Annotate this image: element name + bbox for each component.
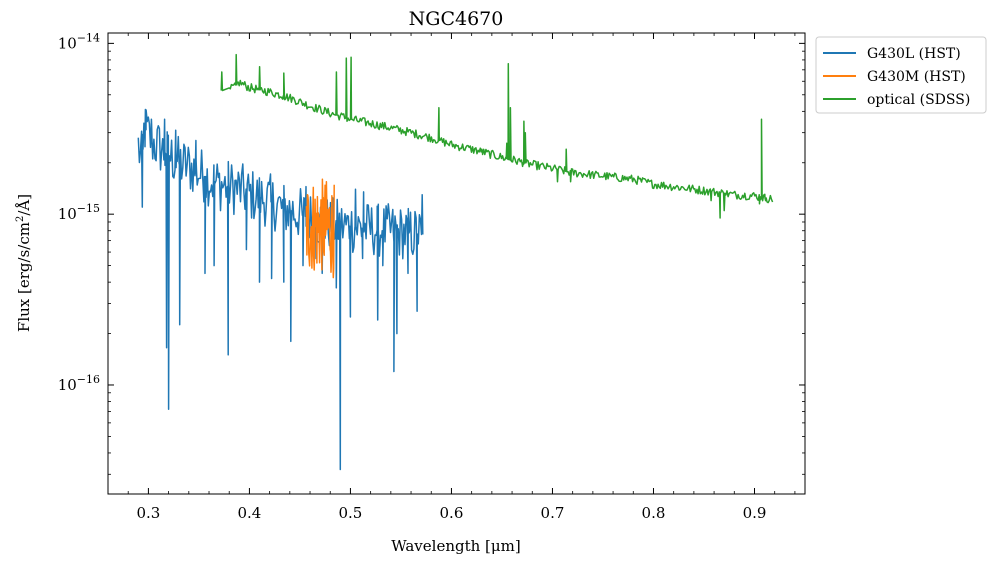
x-tick-label: 0.5 — [339, 504, 363, 522]
x-tick-label: 0.6 — [440, 504, 464, 522]
legend-label: optical (SDSS) — [867, 92, 970, 108]
series-line-1 — [137, 108, 424, 471]
y-tick-label: 10−14 — [58, 31, 100, 52]
y-tick-label: 10−15 — [58, 202, 100, 223]
x-axis: 0.3 0.4 0.5 0.6 0.7 0.8 0.9 — [127, 33, 796, 522]
legend: G430L (HST) G430M (HST) optical (SDSS) — [815, 36, 987, 114]
y-axis-label-main: Flux [erg/s/cm — [15, 222, 33, 332]
chart-title: NGC4670 — [409, 8, 504, 30]
legend-box — [815, 36, 987, 114]
y-tick-label: 10−16 — [58, 373, 100, 394]
x-tick-label: 0.7 — [541, 504, 565, 522]
legend-label: G430L (HST) — [867, 46, 961, 62]
y-axis-label-sup: 2 — [15, 216, 26, 222]
y-axis-label: Flux [erg/s/cm2/Å] — [15, 194, 33, 332]
y-axis: 10−16 10−15 10−14 — [58, 31, 805, 475]
x-axis-label: Wavelength [μm] — [391, 537, 520, 555]
series-line-2 — [305, 178, 335, 279]
x-tick-label: 0.4 — [237, 504, 261, 522]
y-axis-label-end: /Å] — [15, 194, 33, 216]
series-line-3 — [220, 53, 774, 219]
x-tick-label: 0.3 — [136, 504, 160, 522]
x-tick-label: 0.9 — [743, 504, 767, 522]
series-layer — [137, 53, 774, 471]
legend-label: G430M (HST) — [867, 69, 966, 85]
plot-frame — [107, 32, 806, 495]
x-tick-label: 0.8 — [642, 504, 666, 522]
